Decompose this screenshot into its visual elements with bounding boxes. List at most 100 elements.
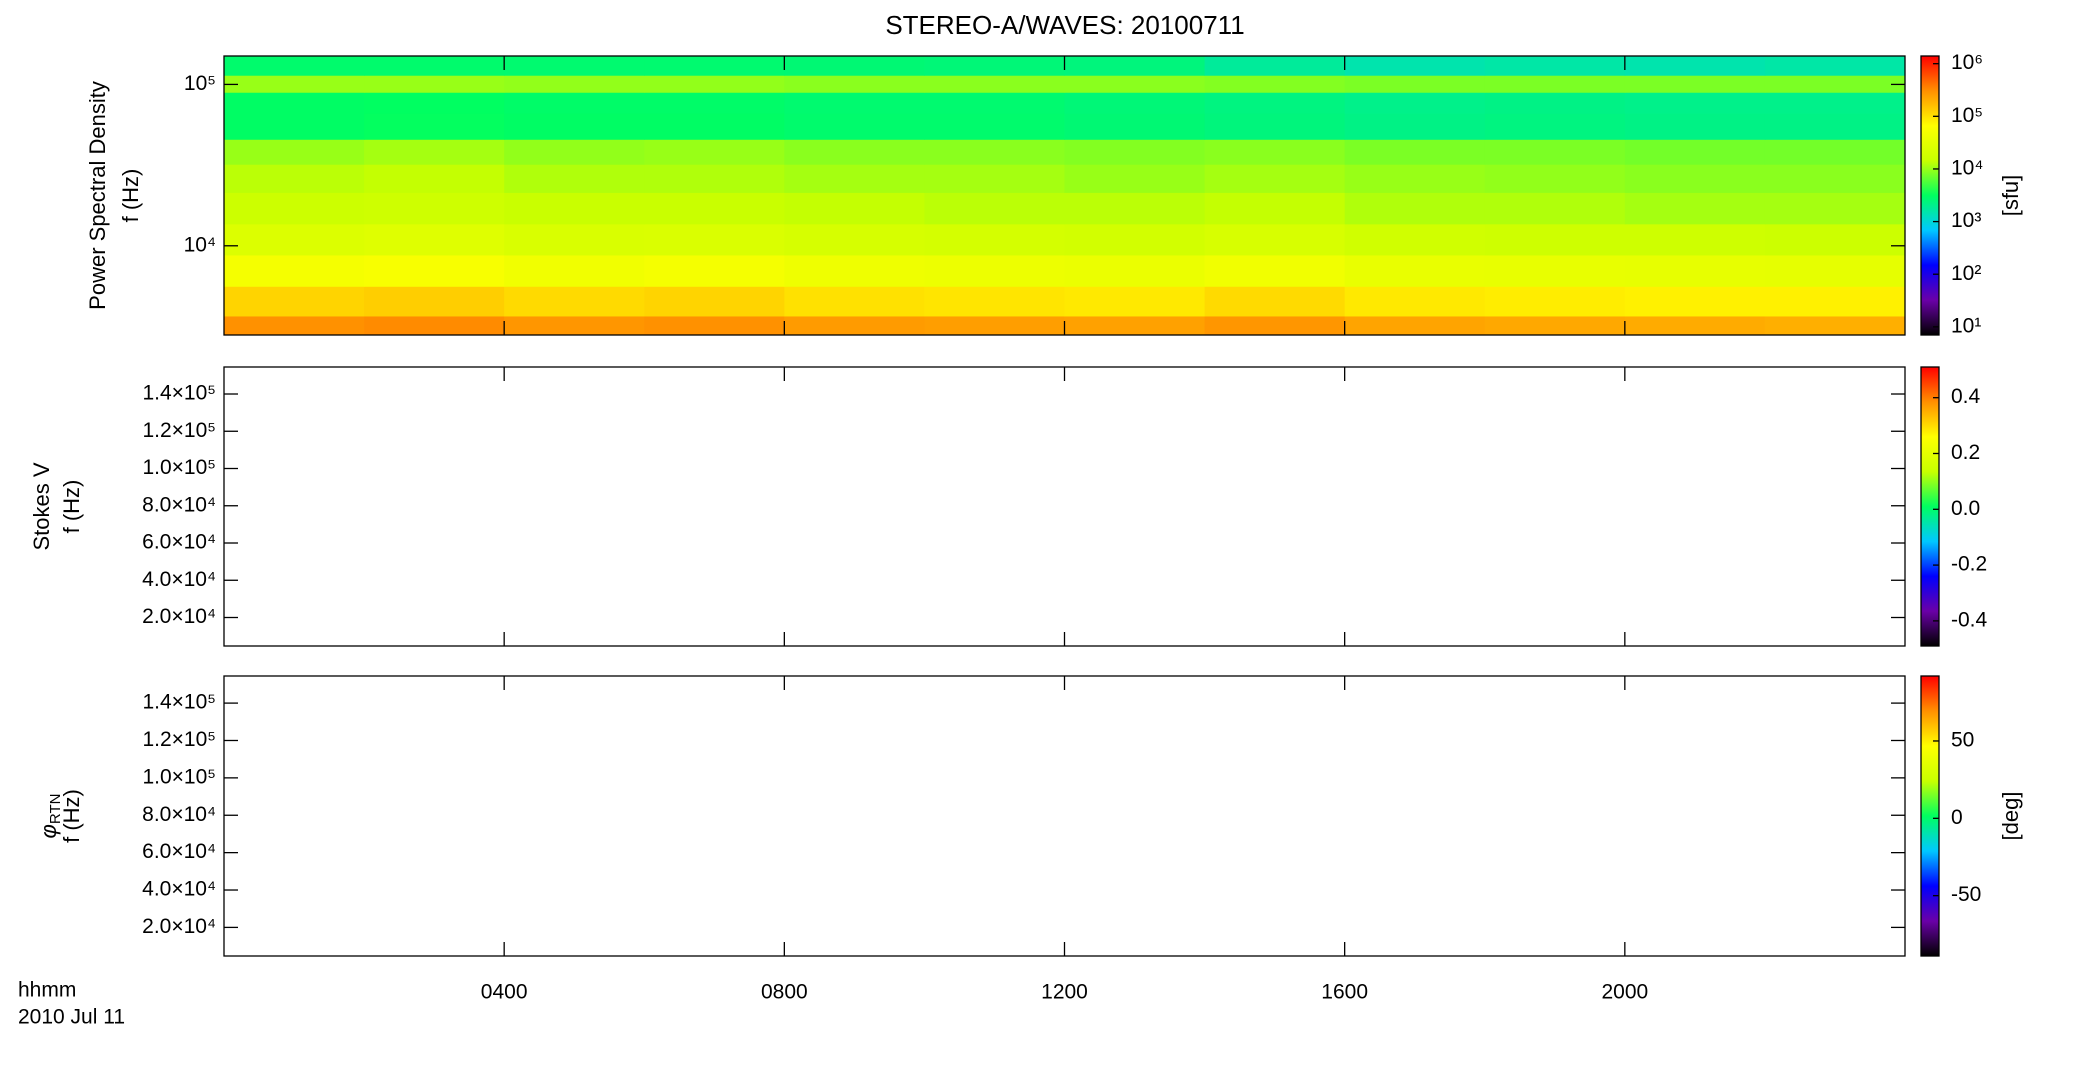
heatmap-cell [1484,315,1626,336]
heatmap-cell [1204,113,1346,140]
heatmap-cell [364,192,505,225]
heatmap-cell [1484,286,1626,317]
heatmap-cell [504,254,645,287]
heatmap-cell [1204,92,1346,114]
heatmap-cell [1344,56,1486,76]
heatmap-cell [1624,113,1766,140]
colorbar-tick-label: 0 [1951,806,1963,829]
y-axis-label: f (Hz) [59,480,84,534]
y-axis-label: Stokes V [29,462,54,550]
heatmap-cell [784,164,925,193]
y-axis-subscript: RTN [47,794,64,825]
y-tick-label: 1.4×10⁵ [142,382,216,405]
colorbar-tick-label: 10³ [1951,209,1981,232]
heatmap-cell [644,113,785,140]
heatmap-cell [1344,315,1486,336]
y-axis-label: f (Hz) [59,789,84,843]
y-tick-label: 8.0×10⁴ [142,493,216,516]
heatmap-cell [1764,223,1906,256]
heatmap-cell [1204,139,1346,165]
colorbar-tick-label: 0.0 [1951,497,1980,520]
heatmap-cell [1344,75,1486,93]
x-axis-label: 2010 Jul 11 [18,1006,125,1029]
colorbar-tick-label: -50 [1951,883,1981,906]
heatmap-cell [924,92,1065,114]
heatmap-cell [924,56,1065,76]
y-tick-label: 1.2×10⁵ [142,419,216,442]
x-tick-label: 0400 [481,981,528,1004]
heatmap-cell [1624,254,1766,287]
heatmap-cell [1764,75,1906,93]
heatmap-cell [224,254,365,287]
heatmap-cell [784,192,925,225]
heatmap-cell [924,254,1065,287]
heatmap-cell [1764,192,1906,225]
heatmap-cell [1344,92,1486,114]
heatmap-cell [784,254,925,287]
y-tick-label: 4.0×10⁴ [142,878,216,901]
heatmap-cell [364,164,505,193]
heatmap-cell [784,286,925,317]
heatmap-cell [644,315,785,336]
heatmap-cell [644,75,785,93]
heatmap-cell [1344,254,1486,287]
heatmap-cell [1064,286,1206,317]
heatmap-cell [1764,286,1906,317]
heatmap-cell [1624,92,1766,114]
heatmap-cell [364,315,505,336]
heatmap-cell [644,192,785,225]
heatmap-cell [1764,139,1906,165]
heatmap-cell [1764,254,1906,287]
y-axis-label: f (Hz) [118,169,143,223]
heatmap-cell [924,315,1065,336]
heatmap-cell [1204,254,1346,287]
y-tick-label: 10⁴ [184,233,216,256]
x-tick-label: 2000 [1601,981,1648,1004]
heatmap-cell [224,164,365,193]
heatmap-cell [364,56,505,76]
heatmap-cell [644,254,785,287]
heatmap-cell [644,286,785,317]
heatmap-cell [224,192,365,225]
heatmap-cell [784,223,925,256]
colorbar [1920,366,1940,647]
heatmap-cell [504,223,645,256]
heatmap-cell [504,192,645,225]
heatmap-cell [364,223,505,256]
heatmap-cell [1484,164,1626,193]
heatmap-cell [1344,286,1486,317]
heatmap-cell [1344,113,1486,140]
heatmap-cell [364,113,505,140]
heatmap-cell [1204,56,1346,76]
heatmap-cell [924,192,1065,225]
heatmap-cell [1204,315,1346,336]
heatmap-cell [224,286,365,317]
plot-frame [223,675,1906,957]
heatmap-cell [1624,56,1766,76]
heatmap-cell [1484,56,1626,76]
y-tick-label: 2.0×10⁴ [142,915,216,938]
heatmap-cell [1344,223,1486,256]
y-axis-label: Power Spectral Density [85,81,110,310]
colorbar-tick-label: 10¹ [1951,314,1981,337]
heatmap-cell [224,56,365,76]
heatmap-cell [504,113,645,140]
heatmap-cell [224,139,365,165]
colorbar-tick-label: 10⁴ [1951,157,1983,180]
heatmap-cell [1764,92,1906,114]
heatmap-cell [504,139,645,165]
heatmap-cell [924,139,1065,165]
x-tick-label: 1600 [1321,981,1368,1004]
heatmap-cell [224,315,365,336]
colorbar-tick-label: 50 [1951,729,1974,752]
figure-title: STEREO-A/WAVES: 20100711 [885,10,1244,40]
heatmap-cell [1064,315,1206,336]
heatmap-cell [924,223,1065,256]
colorbar [1920,55,1940,336]
heatmap-cell [1064,139,1206,165]
x-tick-label: 1200 [1041,981,1088,1004]
heatmap-cell [784,113,925,140]
y-tick-label: 1.0×10⁵ [142,456,216,479]
colorbar-tick-label: 10² [1951,262,1981,285]
heatmap-cell [1624,315,1766,336]
